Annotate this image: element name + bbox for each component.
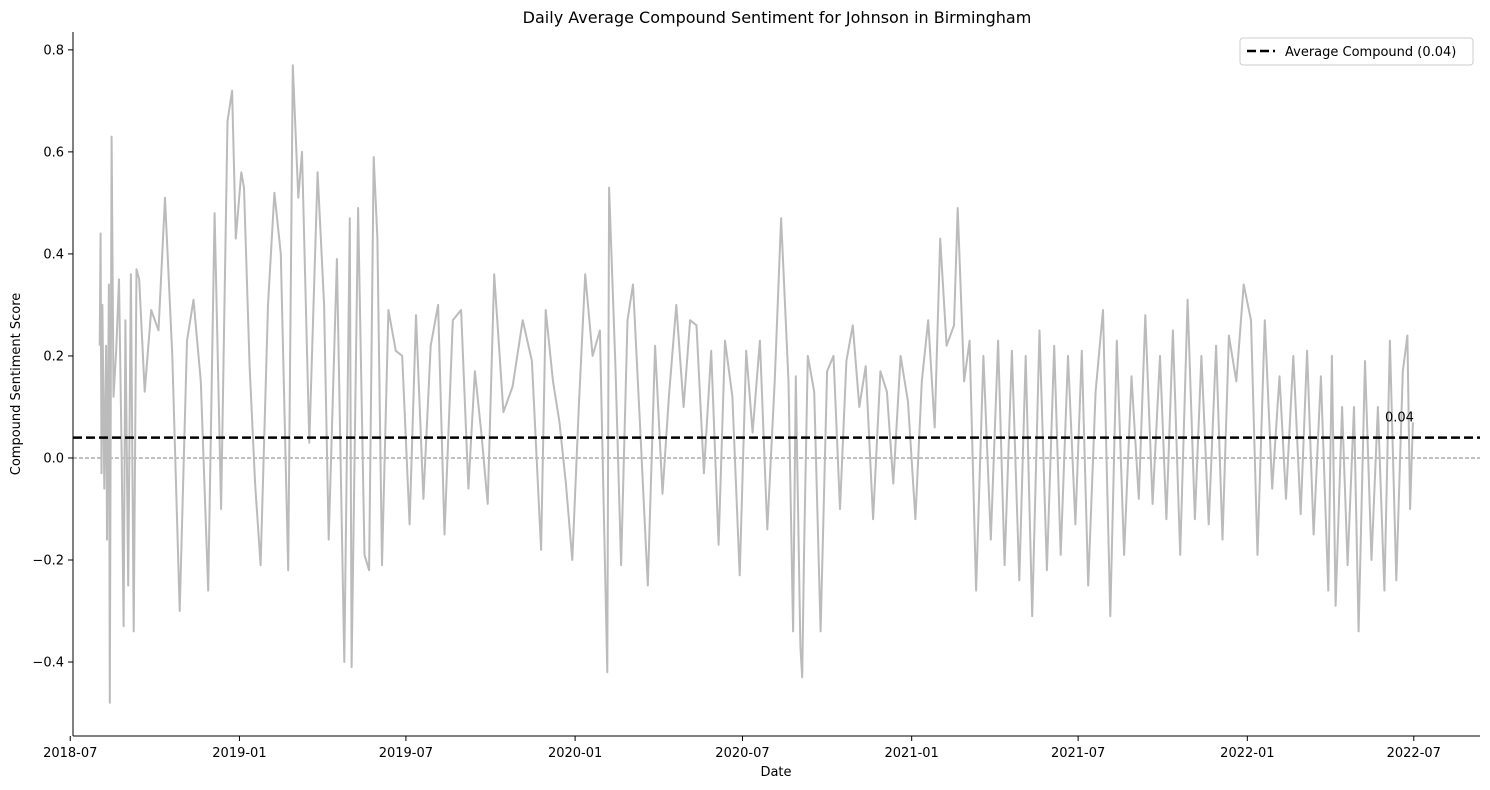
x-tick-label: 2021-01 bbox=[885, 746, 939, 761]
x-tick-label: 2020-07 bbox=[715, 746, 769, 761]
y-tick-label: −0.4 bbox=[32, 656, 64, 671]
y-axis-label: Compound Sentiment Score bbox=[9, 293, 24, 476]
legend: Average Compound (0.04) bbox=[1239, 37, 1474, 66]
x-tick-label: 2019-01 bbox=[212, 746, 266, 761]
legend-average-label: Average Compound (0.04) bbox=[1285, 45, 1456, 60]
x-tick-label: 2022-01 bbox=[1220, 746, 1274, 761]
chart-title: Daily Average Compound Sentiment for Joh… bbox=[523, 8, 1032, 27]
plot-area: 0.04 bbox=[73, 64, 1480, 704]
y-tick-label: 0.8 bbox=[43, 43, 64, 58]
average-annotation: 0.04 bbox=[1385, 411, 1414, 426]
x-tick-label: 2022-07 bbox=[1387, 746, 1441, 761]
y-tick-label: −0.2 bbox=[32, 554, 64, 569]
x-axis-label: Date bbox=[760, 765, 791, 780]
x-tick-label: 2021-07 bbox=[1051, 746, 1105, 761]
y-tick-label: 0.2 bbox=[43, 349, 64, 364]
axes: 2018-07 2019-01 2019-07 2020-01 2020-07 2021-… bbox=[32, 32, 1480, 761]
sentiment-series-line bbox=[98, 64, 1414, 704]
x-tick-label: 2019-07 bbox=[379, 746, 433, 761]
y-tick-label: 0.4 bbox=[43, 247, 64, 262]
x-tick-label: 2018-07 bbox=[43, 746, 97, 761]
y-tick-label: 0.0 bbox=[43, 451, 64, 466]
legend-box bbox=[1239, 37, 1474, 66]
y-ticks: −0.4 −0.2 0.0 0.2 0.4 0.6 0.8 bbox=[32, 43, 73, 671]
x-tick-label: 2020-01 bbox=[548, 746, 602, 761]
x-ticks: 2018-07 2019-01 2019-07 2020-01 2020-07 2021-… bbox=[43, 736, 1441, 761]
y-tick-label: 0.6 bbox=[43, 145, 64, 160]
